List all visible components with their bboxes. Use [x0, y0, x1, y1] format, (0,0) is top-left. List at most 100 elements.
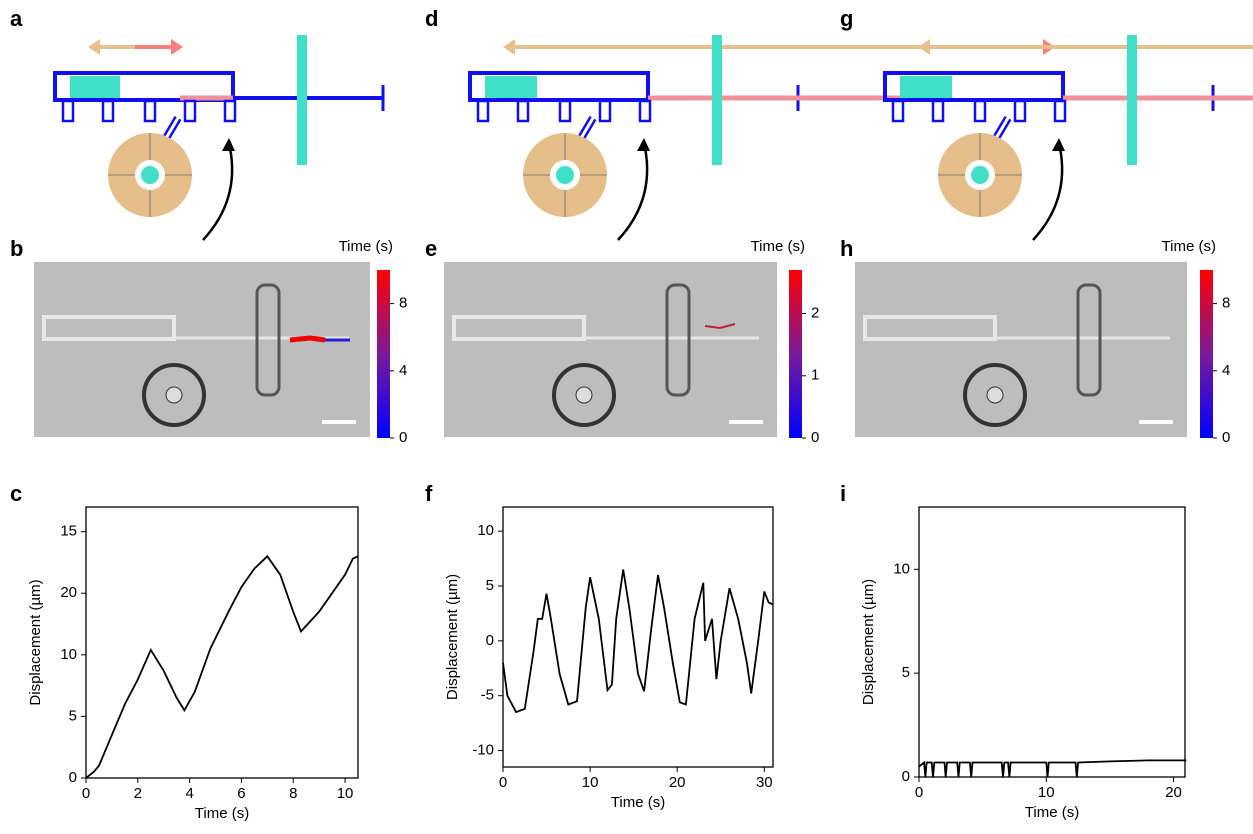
y-tick-label: 20 — [60, 584, 77, 601]
colorbar — [377, 270, 390, 438]
y-tick-label: -5 — [481, 687, 494, 704]
panel-letter: f — [425, 481, 433, 506]
structure — [863, 315, 997, 341]
panel-letter: h — [840, 236, 853, 261]
x-tick-label: 30 — [756, 774, 773, 791]
x-tick-label: 10 — [337, 785, 354, 802]
gear-img — [142, 363, 206, 427]
gear-img — [552, 363, 616, 427]
micrograph — [34, 262, 370, 437]
x-tick-label: 0 — [499, 774, 507, 791]
arrow-head — [503, 39, 515, 55]
arrow-head — [1052, 138, 1065, 151]
x-tick-label: 10 — [1038, 784, 1055, 801]
y-tick-label: 5 — [69, 707, 77, 724]
peg — [1053, 99, 1067, 123]
peg — [183, 99, 197, 123]
peg — [891, 99, 905, 123]
gear-img-core — [575, 386, 593, 404]
x-axis-label: Time (s) — [611, 794, 665, 811]
barrier — [1127, 35, 1137, 165]
data-line — [918, 759, 1187, 778]
structure — [42, 315, 176, 341]
panel-letter: g — [840, 6, 853, 31]
y-axis-label: Displacement (µm) — [860, 579, 877, 705]
y-tick-label: 0 — [69, 769, 77, 786]
structure-bar — [255, 283, 281, 397]
x-tick-label: 6 — [237, 785, 245, 802]
structure-bar — [665, 283, 691, 397]
colorbar-tick-label: 4 — [1222, 362, 1230, 379]
arm-in — [578, 117, 595, 141]
x-tick-label: 4 — [185, 785, 193, 802]
structure — [452, 315, 586, 341]
colorbar-tick-label: 1 — [811, 367, 819, 384]
colorbar-tick-label: 0 — [811, 429, 819, 446]
x-tick-label: 20 — [1165, 784, 1182, 801]
panel-letter: c — [10, 481, 22, 506]
plot-frame — [85, 506, 359, 779]
x-axis-label: Time (s) — [195, 805, 249, 822]
x-tick-label: 0 — [82, 785, 90, 802]
y-tick-label: 10 — [893, 560, 910, 577]
gear-img-core — [165, 386, 183, 404]
curve-arrow — [617, 147, 649, 241]
peg — [516, 99, 530, 123]
cyan-block — [70, 76, 120, 98]
arrow-head — [171, 39, 183, 55]
peg — [223, 99, 237, 123]
peg — [931, 99, 945, 123]
peg — [476, 99, 490, 123]
y-tick-label: 15 — [60, 523, 77, 540]
colorbar-tick-label: 0 — [399, 429, 407, 446]
y-tick-label: 0 — [486, 632, 494, 649]
arrow-head — [88, 39, 100, 55]
arm-in — [163, 117, 180, 141]
data-line — [85, 554, 359, 779]
barrier — [297, 35, 307, 165]
colorbar-label: Time (s) — [751, 238, 805, 255]
gear-core — [556, 166, 574, 184]
peg — [101, 99, 115, 123]
colorbar-tick-label: 0 — [1222, 429, 1230, 446]
colorbar-tick-label: 2 — [811, 305, 819, 322]
x-tick-label: 8 — [289, 785, 297, 802]
plot-frame — [502, 506, 774, 768]
colorbar — [789, 270, 802, 438]
peg — [973, 99, 987, 123]
panel-letter: i — [840, 481, 846, 506]
x-tick-label: 10 — [582, 774, 599, 791]
colorbar-tick-label: 8 — [1222, 295, 1230, 312]
panel-letter: d — [425, 6, 438, 31]
y-axis-label: Displacement (µm) — [27, 579, 44, 705]
curve-arrow — [202, 147, 234, 241]
gear-img-core — [986, 386, 1004, 404]
arm-in — [993, 117, 1010, 141]
cyan-block — [900, 76, 952, 98]
y-tick-label: 0 — [902, 768, 910, 785]
x-tick-label: 0 — [915, 784, 923, 801]
plot-frame — [918, 506, 1186, 778]
structure-bar — [1076, 283, 1102, 397]
peg — [638, 99, 652, 123]
data-line — [502, 569, 774, 714]
peg — [558, 99, 572, 123]
x-tick-label: 2 — [134, 785, 142, 802]
panel-letter: e — [425, 236, 437, 261]
arrow-head — [637, 138, 650, 151]
peg — [598, 99, 612, 123]
curve-arrow — [1032, 147, 1064, 241]
arrow-head — [918, 39, 930, 55]
colorbar-tick-label: 4 — [399, 362, 407, 379]
y-tick-label: 5 — [486, 577, 494, 594]
gear-core — [141, 166, 159, 184]
y-tick-label: 5 — [902, 664, 910, 681]
panel-letter: b — [10, 236, 23, 261]
colorbar-tick-label: 8 — [399, 295, 407, 312]
x-tick-label: 20 — [669, 774, 686, 791]
y-tick-label: -10 — [472, 742, 494, 759]
colorbar-label: Time (s) — [1162, 238, 1216, 255]
y-tick-label: 10 — [477, 522, 494, 539]
peg — [1013, 99, 1027, 123]
